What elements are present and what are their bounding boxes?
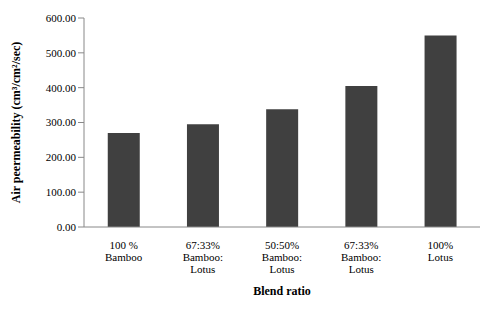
svg-text:67:33%Bamboo:Lotus: 67:33%Bamboo:Lotus [341, 239, 381, 275]
svg-text:200.00: 200.00 [46, 151, 77, 163]
svg-text:400.00: 400.00 [46, 82, 77, 94]
svg-text:600.00: 600.00 [46, 12, 77, 24]
svg-text:50:50%Bamboo:Lotus: 50:50%Bamboo:Lotus [262, 239, 302, 275]
svg-text:Blend ratio: Blend ratio [253, 284, 311, 298]
svg-text:0.00: 0.00 [57, 221, 77, 233]
svg-text:500.00: 500.00 [46, 47, 77, 59]
svg-text:300.00: 300.00 [46, 116, 77, 128]
svg-text:67:33%Bamboo:Lotus: 67:33%Bamboo:Lotus [183, 239, 223, 275]
svg-text:100 %Bamboo: 100 %Bamboo [105, 239, 143, 263]
svg-text:Air peermeability (cm³/cm²/sec: Air peermeability (cm³/cm²/sec) [9, 42, 23, 204]
svg-text:100%Lotus: 100%Lotus [428, 239, 454, 263]
svg-text:100.00: 100.00 [46, 186, 77, 198]
